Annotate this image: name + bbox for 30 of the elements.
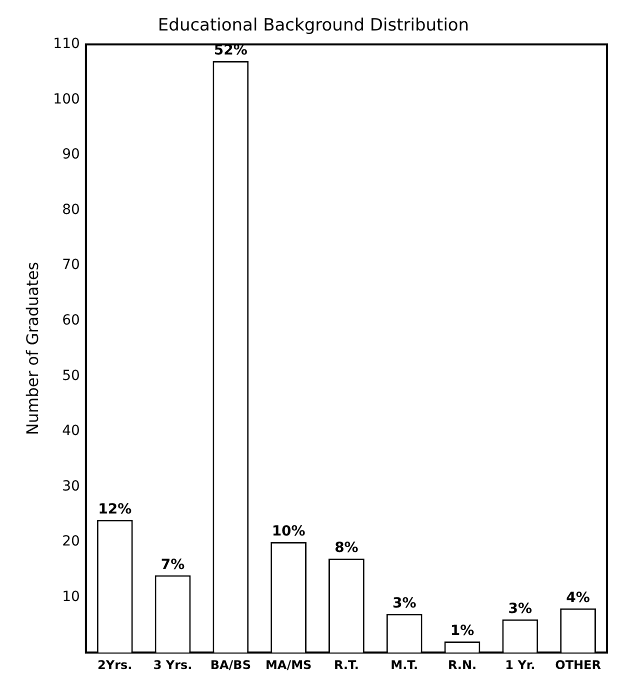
- y-tick-label: 110: [53, 36, 80, 52]
- y-tick-label: 80: [62, 202, 80, 218]
- y-tick-label: 30: [62, 478, 80, 494]
- y-tick-label: 60: [62, 312, 80, 328]
- chart-title: Educational Background Distribution: [158, 16, 470, 36]
- x-tick-label: R.T.: [334, 658, 359, 672]
- x-tick-label: MA/MS: [265, 658, 312, 672]
- x-tick-label: 2Yrs.: [98, 658, 132, 672]
- annotation: 12%: [98, 502, 132, 518]
- annotation: 1%: [450, 623, 474, 640]
- y-tick-label: 50: [62, 368, 80, 384]
- x-tick-label: OTHER: [555, 658, 601, 672]
- x-tick-label: BA/BS: [210, 658, 251, 672]
- annotation: 8%: [334, 540, 358, 556]
- annotation: 4%: [566, 590, 590, 606]
- x-tick-label: 1 Yr.: [505, 658, 536, 672]
- x-tick-label: R.N.: [448, 658, 477, 672]
- annotation: 3%: [508, 601, 532, 618]
- y-tick-label: 40: [62, 423, 80, 440]
- annotation: 3%: [392, 596, 416, 612]
- y-tick-label: 100: [53, 91, 80, 108]
- y-tick-label: 10: [62, 588, 80, 605]
- annotation: 7%: [160, 556, 185, 573]
- annotation: 10%: [272, 524, 306, 540]
- x-tick-label: M.T.: [390, 658, 418, 672]
- y-tick-label: 20: [62, 534, 80, 550]
- x-tick-label: 3 Yrs.: [153, 658, 192, 672]
- y-tick-label: 70: [62, 257, 80, 274]
- y-axis-title: Number of Graduates: [22, 262, 42, 436]
- y-tick-label: 90: [62, 146, 80, 163]
